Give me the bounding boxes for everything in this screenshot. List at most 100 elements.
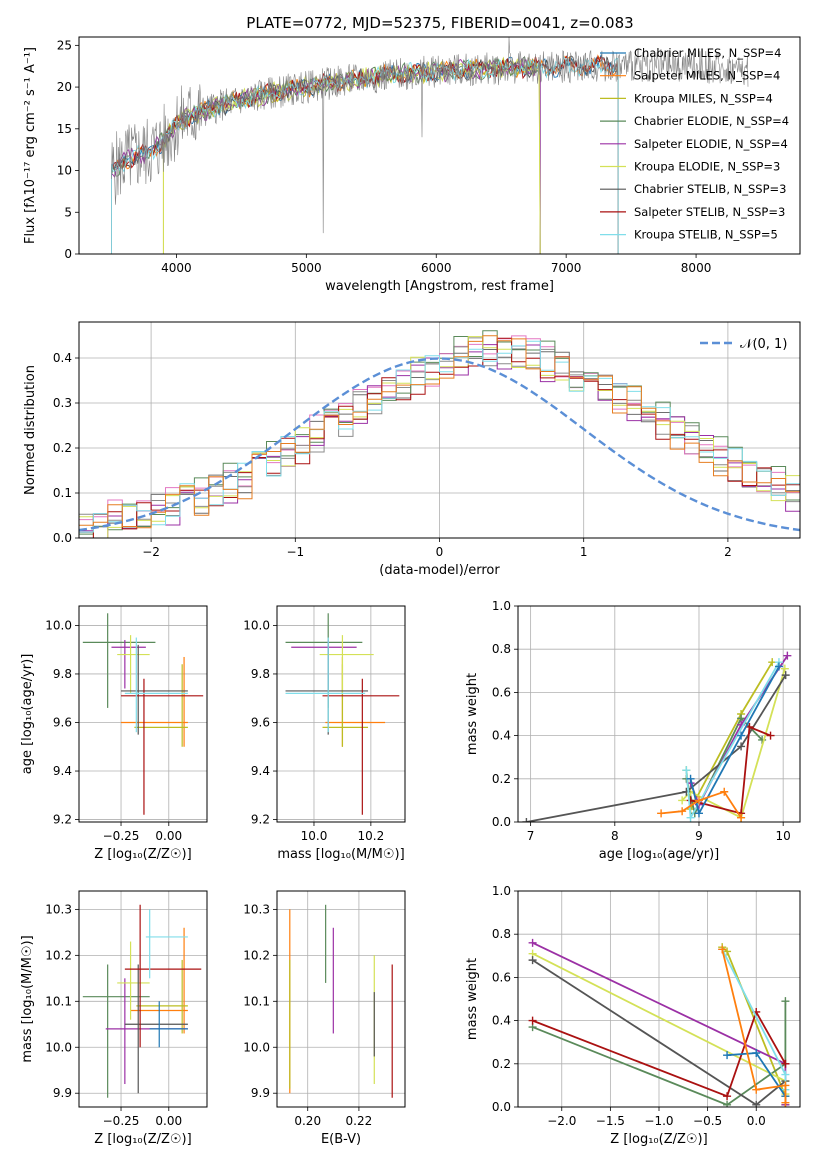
- data-point-marker: [768, 658, 777, 667]
- y-tick-label: 0.1: [53, 486, 72, 500]
- y-tick-label: 0.4: [492, 729, 511, 743]
- plot-area: [285, 613, 400, 815]
- x-tick-label: 0: [436, 545, 444, 559]
- data-point-marker: [686, 796, 695, 805]
- y-tick-label: 20: [57, 80, 72, 94]
- plot-area: [111, 37, 749, 254]
- y-tick-label: 0.8: [492, 642, 511, 656]
- data-point-marker: [723, 1051, 732, 1060]
- histogram-series: [79, 336, 800, 538]
- axes-frame: [78, 605, 208, 823]
- data-point-marker: [723, 1092, 732, 1101]
- y-tick-label: 10.2: [45, 948, 72, 962]
- y-axis-label: age [log₁₀(age/yr)]: [20, 654, 35, 775]
- y-tick-label: 0: [64, 247, 72, 261]
- legend-entry: Salpeter MILES, N_SSP=4: [634, 69, 780, 83]
- y-tick-label: 0.0: [492, 815, 511, 829]
- legend-entry: 𝒩(0, 1): [740, 337, 787, 352]
- y-tick-label: 9.4: [251, 764, 270, 778]
- legend-entry: Kroupa ELODIE, N_SSP=3: [634, 160, 780, 174]
- data-point-marker: [723, 1100, 732, 1107]
- y-tick-label: 10.0: [243, 1040, 270, 1054]
- data-point-marker: [781, 997, 790, 1006]
- x-tick-label: −0.25: [103, 1114, 140, 1128]
- y-tick-label: 1.0: [492, 884, 511, 898]
- x-axis-label: (data-model)/error: [379, 563, 500, 578]
- panel-mass_weight_vs_age: 7 8 9 10 0.0 0.2 0.4 0.6 0.8 1.0 age [log₁₀(age/yr…: [465, 599, 801, 862]
- x-tick-label: −1.5: [596, 1114, 625, 1128]
- chart-title: PLATE=0772, MJD=52375, FIBERID=0041, z=0…: [246, 14, 633, 32]
- x-tick-label: 1: [580, 545, 588, 559]
- panel-mass_vs_ebv: 0.20 0.22 9.9 10.0 10.1 10.2 10.3 E(B-V): [243, 890, 406, 1147]
- data-point-marker: [781, 1081, 790, 1090]
- histogram-series: [79, 344, 800, 538]
- y-tick-label: 25: [57, 38, 72, 52]
- y-tick-label: 10.0: [45, 618, 72, 632]
- data-point-marker: [737, 813, 746, 822]
- x-tick-label: 9: [695, 829, 703, 843]
- data-point-marker: [780, 664, 789, 673]
- y-tick-label: 10.3: [243, 902, 270, 916]
- data-point-marker: [752, 1049, 761, 1057]
- y-tick-label: 9.6: [251, 715, 270, 729]
- panel-mass_weight_vs_Z: −2.0 −1.5 −1.0 −0.5 0.0 0.0 0.2 0.4 0.6 0.8 1.0 Z […: [465, 884, 801, 1147]
- mass-weight-series: [526, 674, 787, 822]
- histogram-series: [79, 335, 800, 529]
- y-tick-label: 9.4: [53, 764, 72, 778]
- x-axis-label: wavelength [Angstrom, rest frame]: [325, 279, 554, 294]
- y-tick-label: 0.6: [492, 970, 511, 984]
- data-point-marker: [781, 1070, 790, 1079]
- data-point-marker: [528, 956, 537, 965]
- data-point-marker: [752, 1100, 761, 1107]
- data-point-marker: [766, 731, 775, 740]
- y-tick-label: 0.3: [53, 396, 72, 410]
- y-tick-label: 9.2: [53, 813, 72, 827]
- y-tick-label: 0.2: [53, 441, 72, 455]
- x-axis-label: E(B-V): [321, 1132, 361, 1147]
- axes-frame: [78, 890, 208, 1108]
- y-tick-label: 0.4: [53, 351, 72, 365]
- x-tick-label: 0.00: [155, 829, 182, 843]
- data-point-marker: [781, 1059, 790, 1068]
- x-tick-label: 8: [611, 829, 619, 843]
- plot-area: [522, 651, 792, 822]
- y-tick-label: 0.0: [492, 1100, 511, 1114]
- axes-frame: [78, 36, 801, 255]
- y-tick-label: 10.2: [243, 948, 270, 962]
- panel-spectrum: 4000 5000 6000 7000 8000 0 5 10 15 20 25 wavelength…: [23, 14, 801, 294]
- data-point-marker: [528, 1016, 537, 1025]
- y-tick-label: 10.0: [243, 618, 270, 632]
- y-tick-label: 0.0: [53, 531, 72, 545]
- data-point-marker: [752, 1085, 761, 1094]
- y-tick-label: 9.9: [53, 1086, 72, 1100]
- legend-entry: Chabrier STELIB, N_SSP=3: [634, 182, 786, 196]
- panel-age_vs_Z: −0.25 0.00 9.2 9.4 9.6 9.8 10.0 Z [log₁₀(Z/Z☉)]…: [20, 605, 208, 862]
- data-point-marker: [657, 809, 666, 818]
- x-axis-label: Z [log₁₀(Z/Z☉)]: [94, 1132, 191, 1147]
- plot-area: [528, 938, 790, 1107]
- data-point-marker: [774, 662, 783, 671]
- plot-area: [82, 904, 202, 1098]
- x-tick-label: −2.0: [547, 1114, 576, 1128]
- mass-weight-series: [532, 1001, 787, 1106]
- histogram-series: [79, 340, 800, 533]
- y-tick-label: 15: [57, 122, 72, 136]
- legend-entry: Chabrier ELODIE, N_SSP=4: [634, 114, 789, 128]
- x-tick-label: −0.5: [693, 1114, 722, 1128]
- x-tick-label: 7000: [551, 261, 582, 275]
- data-point-marker: [781, 1098, 790, 1107]
- x-tick-label: 0.20: [294, 1114, 321, 1128]
- data-point-marker: [678, 807, 687, 816]
- y-axis-label: Flux [fλ10⁻¹⁷ erg cm⁻² s⁻¹ A⁻¹]: [23, 47, 38, 244]
- y-tick-label: 10.1: [243, 994, 270, 1008]
- x-tick-label: 0.22: [346, 1114, 373, 1128]
- x-axis-label: Z [log₁₀(Z/Z☉)]: [610, 1132, 707, 1147]
- panel-age_vs_mass: 10.0 10.2 9.2 9.4 9.6 9.8 10.0 mass [log₁₀(M/M☉…: [243, 605, 406, 862]
- data-point-marker: [694, 796, 703, 805]
- axes-frame: [517, 605, 801, 823]
- x-tick-label: −1: [286, 545, 304, 559]
- x-tick-label: 0.00: [155, 1114, 182, 1128]
- y-axis-label: mass weight: [465, 673, 480, 755]
- axes-frame: [78, 321, 801, 539]
- x-axis-label: age [log₁₀(age/yr)]: [599, 847, 720, 862]
